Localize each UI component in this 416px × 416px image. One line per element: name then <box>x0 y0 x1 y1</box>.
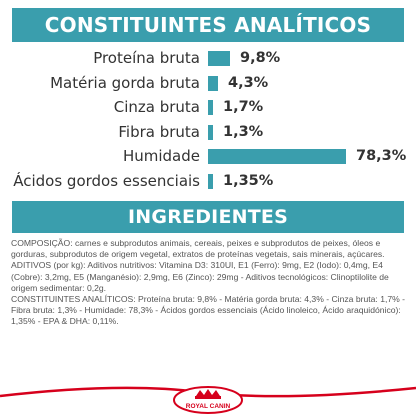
analytical-text: CONSTITUINTES ANALÍTICOS: Proteína bruta… <box>11 294 406 327</box>
logo-text: ROYAL CANIN <box>186 403 231 410</box>
constituent-row: Fibra bruta 1,3% <box>0 120 416 144</box>
constituent-value: 4,3% <box>228 74 269 91</box>
constituent-bar <box>208 51 230 66</box>
constituent-bar <box>208 149 346 164</box>
ingredients-header: INGREDIENTES <box>12 201 404 233</box>
constituents-header: CONSTITUINTES ANALÍTICOS <box>12 8 404 42</box>
constituent-value: 9,8% <box>240 50 281 66</box>
constituent-bar <box>208 173 213 189</box>
constituent-bar <box>208 75 218 91</box>
constituent-label: Cinza bruta <box>113 98 200 116</box>
constituent-value: 1,3% <box>223 123 264 140</box>
composition-text: COMPOSIÇÃO: carnes e subprodutos animais… <box>11 238 385 260</box>
constituent-row: Humidade 78,3% <box>0 144 416 168</box>
constituent-bar <box>208 100 213 115</box>
royal-canin-logo: ROYAL CANIN <box>173 386 243 414</box>
constituent-label: Proteína bruta <box>93 49 200 67</box>
constituent-row: Matéria gorda bruta 4,3% <box>0 71 416 95</box>
constituent-row: Cinza bruta 1,7% <box>0 95 416 119</box>
ingredients-text: COMPOSIÇÃO: carnes e subprodutos animais… <box>11 238 409 328</box>
constituent-label: Matéria gorda bruta <box>50 73 200 92</box>
constituent-label: Fibra bruta <box>118 122 200 141</box>
constituent-bar <box>208 124 213 140</box>
constituent-row: Ácidos gordos essenciais 1,35% <box>0 169 416 193</box>
constituents-title: CONSTITUINTES ANALÍTICOS <box>44 13 372 37</box>
constituent-value: 78,3% <box>356 148 407 164</box>
constituent-label: Humidade <box>122 147 200 165</box>
constituent-value: 1,35% <box>223 172 274 189</box>
constituent-label: Ácidos gordos essenciais <box>13 171 200 190</box>
constituent-row: Proteína bruta 9,8% <box>0 46 416 70</box>
additives-text: ADITIVOS (por kg): Aditivos nutritivos: … <box>11 260 389 293</box>
constituent-value: 1,7% <box>223 99 264 115</box>
ingredients-title: INGREDIENTES <box>128 206 288 228</box>
